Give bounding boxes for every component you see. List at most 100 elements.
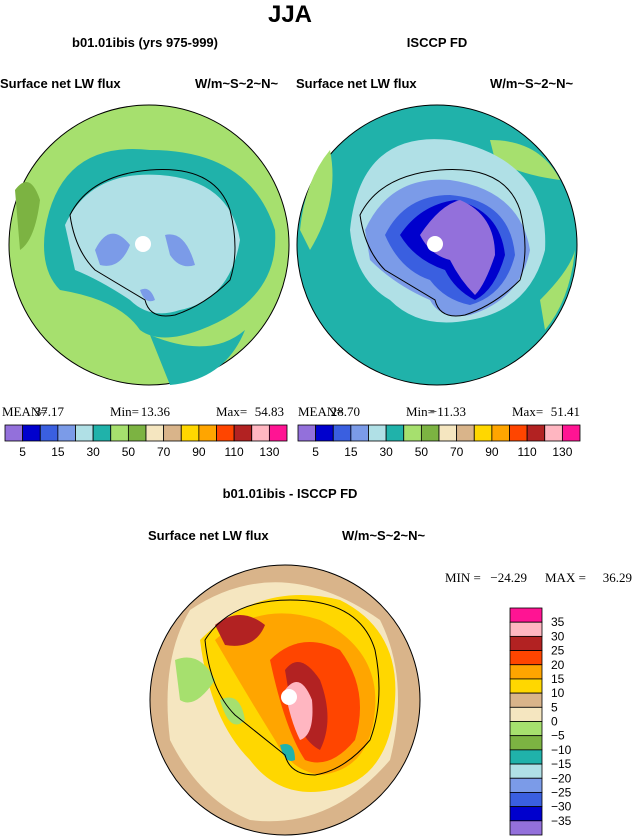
colorbar-swatch — [473, 424, 493, 442]
unit-label: W/m~S~2~N~ — [490, 76, 574, 91]
colorbar-swatch — [268, 424, 288, 442]
colorbar-swatch — [509, 820, 543, 836]
colorbar-label: 10 — [551, 686, 565, 700]
colorbar-label: 5 — [19, 445, 26, 459]
colorbar-label: 130 — [552, 445, 572, 459]
panel-title: ISCCP FD — [407, 35, 467, 50]
colorbar-label: 110 — [518, 445, 537, 459]
colorbar-swatch — [509, 749, 543, 765]
colorbar-swatch — [509, 735, 543, 751]
colorbar-swatch — [233, 424, 253, 442]
colorbar-label: 110 — [225, 445, 244, 459]
colorbar-label: 25 — [551, 644, 565, 658]
colorbar-label: 15 — [344, 445, 358, 459]
colorbar-label: 50 — [415, 445, 429, 459]
colorbar-swatch — [57, 424, 76, 442]
colorbar-label: 90 — [485, 445, 499, 459]
colorbar-swatch — [198, 424, 217, 442]
colorbar-swatch — [110, 424, 129, 442]
colorbar-swatch — [509, 706, 543, 722]
colorbar-label: 130 — [259, 445, 279, 459]
statistics: MEAN=37.17 Min= 13.36 Max= 54.83 — [2, 404, 284, 419]
colorbar-swatch — [385, 424, 405, 442]
colorbar-swatch — [92, 424, 112, 442]
colorbar-label: −30 — [551, 800, 572, 814]
colorbar-label: 70 — [157, 445, 171, 459]
colorbar-swatch — [509, 607, 543, 623]
colorbar-swatch — [4, 424, 24, 442]
colorbar-swatch — [509, 635, 543, 651]
colorbar-label: 15 — [51, 445, 65, 459]
colorbar-label: 30 — [551, 629, 565, 643]
stat-label: Max= — [512, 404, 543, 419]
colorbar-swatch — [509, 678, 543, 694]
stat-label: MEAN= — [2, 404, 48, 419]
stat-value: 51.41 — [551, 404, 580, 419]
colorbar-label: −25 — [551, 785, 572, 799]
stat-label: MIN = — [445, 570, 481, 585]
colorbar-label: 15 — [551, 672, 565, 686]
colorbar-label: 20 — [551, 658, 565, 672]
panel-title: b01.01ibis (yrs 975-999) — [72, 35, 218, 50]
variable-label: Surface net LW flux — [0, 76, 121, 91]
stat-label: Min= — [406, 404, 435, 419]
colorbar-swatch — [509, 806, 543, 822]
polar-map — [8, 104, 290, 386]
colorbar: 5 15 30 50 70 90 110 130 — [297, 424, 581, 459]
colorbar-swatch — [39, 424, 59, 442]
colorbar-swatch — [368, 424, 387, 442]
colorbar-swatch — [491, 424, 510, 442]
colorbar-swatch — [127, 424, 147, 442]
colorbar-label: 5 — [551, 700, 558, 714]
statistics: MIN = −24.29 MAX = 36.29 — [445, 570, 632, 585]
stat-label: Min= — [110, 404, 139, 419]
colorbar-label: −5 — [551, 729, 565, 743]
statistics: MEAN=28.70 Min=−11.33 Max= 51.41 — [298, 404, 580, 419]
stat-value: 54.83 — [255, 404, 284, 419]
colorbar-swatch — [509, 777, 543, 793]
stat-value: −11.33 — [430, 404, 466, 419]
colorbar-label: 0 — [551, 715, 558, 729]
colorbar-swatch — [544, 424, 563, 442]
panel-title: b01.01ibis - ISCCP FD — [223, 486, 358, 501]
colorbar-swatch — [509, 721, 543, 737]
colorbar-swatch — [216, 424, 235, 442]
colorbar-swatch — [561, 424, 581, 442]
colorbar-swatch — [509, 792, 543, 808]
polar-map — [149, 564, 421, 836]
colorbar-swatch — [526, 424, 546, 442]
stat-value: 28.70 — [331, 404, 360, 419]
colorbar-swatch — [509, 664, 543, 680]
colorbar-swatch — [509, 763, 543, 779]
variable-label: Surface net LW flux — [148, 528, 269, 543]
colorbar: 5 15 30 50 70 90 110 130 — [4, 424, 288, 459]
colorbar-label: −35 — [551, 814, 572, 828]
colorbar-swatch — [456, 424, 475, 442]
stat-label: MEAN= — [298, 404, 344, 419]
colorbar-label: 50 — [122, 445, 136, 459]
unit-label: W/m~S~2~N~ — [195, 76, 279, 91]
colorbar-swatch — [420, 424, 440, 442]
colorbar-label: 5 — [312, 445, 319, 459]
colorbar-label: −20 — [551, 771, 572, 785]
colorbar-swatch — [251, 424, 270, 442]
polar-map — [296, 104, 578, 386]
colorbar-swatch — [332, 424, 352, 442]
colorbar-label: −10 — [551, 743, 572, 757]
colorbar-label: 30 — [86, 445, 100, 459]
stat-value: 36.29 — [603, 570, 632, 585]
colorbar-swatch — [509, 424, 528, 442]
colorbar-swatch — [403, 424, 422, 442]
colorbar-swatch — [509, 650, 543, 666]
unit-label: W/m~S~2~N~ — [342, 528, 426, 543]
colorbar-swatch — [509, 621, 543, 637]
colorbar-label: 30 — [379, 445, 393, 459]
colorbar-swatch — [180, 424, 200, 442]
colorbar-label: 35 — [551, 615, 565, 629]
stat-value: 13.36 — [141, 404, 171, 419]
stat-value: 37.17 — [35, 404, 65, 419]
colorbar-swatch — [75, 424, 94, 442]
colorbar-swatch — [315, 424, 334, 442]
colorbar-label: 70 — [450, 445, 464, 459]
